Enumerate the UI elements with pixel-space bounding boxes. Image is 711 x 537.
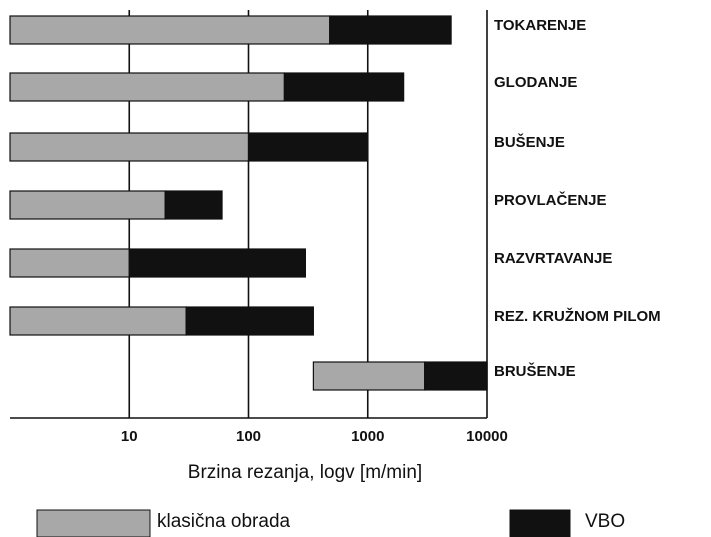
- bar-segment: [9, 248, 130, 278]
- legend-swatch: [36, 509, 151, 537]
- legend-label: VBO: [585, 511, 625, 532]
- bar-segment: [185, 306, 314, 336]
- bar-segment: [9, 190, 166, 220]
- x-tick-label: 10: [121, 428, 138, 445]
- bar-segment: [9, 15, 331, 45]
- bar-segment: [329, 15, 452, 45]
- bar-segment: [9, 132, 250, 162]
- legend-label: klasična obrada: [157, 511, 291, 532]
- category-label: PROVLAČENJE: [494, 191, 607, 209]
- category-label: BRUŠENJE: [494, 362, 576, 380]
- bar-segment: [312, 361, 426, 391]
- legend-swatch: [509, 509, 571, 537]
- bar-segment: [9, 72, 285, 102]
- x-tick-label: 1000: [351, 428, 384, 445]
- category-label: GLODANJE: [494, 74, 577, 91]
- bar-segment: [164, 190, 223, 220]
- x-tick-label: 100: [236, 428, 261, 445]
- bar-segment: [128, 248, 306, 278]
- bar-segment: [424, 361, 488, 391]
- category-label: BUŠENJE: [494, 133, 565, 151]
- bar-segment: [247, 132, 369, 162]
- x-axis-label: Brzina rezanja, logv [m/min]: [188, 462, 422, 483]
- category-label: TOKARENJE: [494, 17, 586, 34]
- category-label: REZ. KRUŽNOM PILOM: [494, 307, 661, 325]
- bar-segment: [9, 306, 187, 336]
- bar-segment: [283, 72, 405, 102]
- category-label: RAZVRTAVANJE: [494, 250, 612, 267]
- x-tick-label: 10000: [466, 428, 508, 445]
